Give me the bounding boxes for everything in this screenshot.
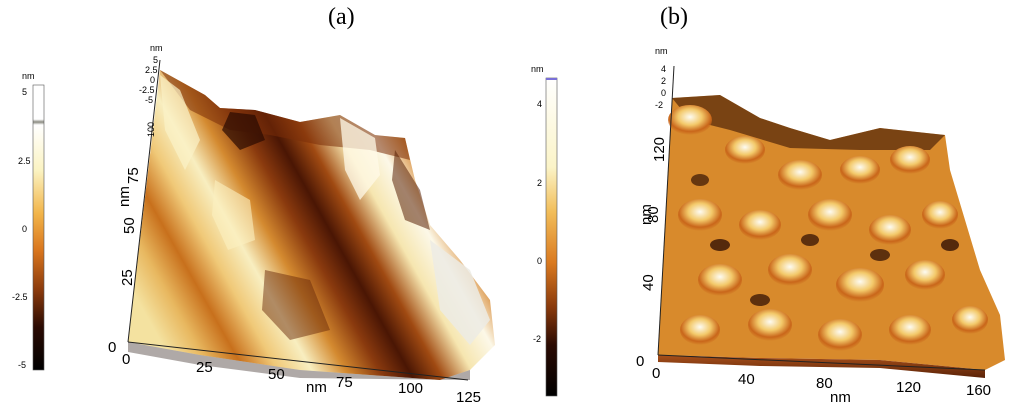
z-axis-a-unit: nm <box>150 43 163 53</box>
colorbar-a-tick-5: 5 <box>22 87 27 97</box>
y-axis-b-tick-80: 80 <box>645 206 662 223</box>
y-axis-a-tick-75: 75 <box>125 167 142 184</box>
colorbar-b <box>545 77 558 397</box>
y-axis-a-tick-100: 100 <box>146 122 156 137</box>
x-axis-b-tick-160: 160 <box>966 382 991 399</box>
x-axis-a-tick-125: 125 <box>456 389 481 406</box>
panel-b-label: (b) <box>660 4 688 30</box>
y-axis-b-unit: nm <box>638 204 655 225</box>
colorbar-b-tick-4: 4 <box>537 99 542 109</box>
x-axis-b-unit: nm <box>830 389 851 406</box>
y-axis-b-tick-0: 0 <box>636 353 644 370</box>
z-axis-a-tick-neg2.5: -2.5 <box>139 85 155 95</box>
colorbar-a-tick-neg5: -5 <box>18 360 26 370</box>
y-axis-b-tick-40: 40 <box>640 274 657 291</box>
z-axis-b-tick-neg2: -2 <box>655 100 663 110</box>
z-axis-b-tick-4: 4 <box>661 64 666 74</box>
x-axis-a-tick-0: 0 <box>122 351 130 368</box>
x-axis-b-tick-80: 80 <box>816 375 833 392</box>
y-axis-a-tick-0: 0 <box>108 339 116 356</box>
axes-b <box>657 65 986 371</box>
x-axis-b-tick-40: 40 <box>738 371 755 388</box>
z-axis-b-tick-2: 2 <box>661 76 666 86</box>
z-axis-a-tick-neg5: -5 <box>145 95 153 105</box>
x-axis-a-tick-50: 50 <box>268 366 285 383</box>
y-axis-b-tick-120: 120 <box>651 137 668 162</box>
colorbar-b-unit: nm <box>531 64 544 74</box>
z-axis-a-tick-5: 5 <box>153 55 158 65</box>
surface-a <box>128 70 495 380</box>
colorbar-a-tick-0: 0 <box>22 224 27 234</box>
y-axis-a-tick-25: 25 <box>119 269 136 286</box>
axes-a <box>127 59 469 381</box>
colorbar-b-tick-neg2: -2 <box>533 334 541 344</box>
y-axis-a-tick-50: 50 <box>121 217 138 234</box>
colorbar-a <box>32 84 45 371</box>
z-axis-b-unit: nm <box>655 46 668 56</box>
panel-a-label: (a) <box>328 4 355 30</box>
z-axis-b-tick-0: 0 <box>661 88 666 98</box>
x-axis-a-tick-75: 75 <box>336 374 353 391</box>
colorbar-b-tick-2: 2 <box>537 178 542 188</box>
x-axis-a-tick-100: 100 <box>398 380 423 397</box>
y-axis-a-unit: nm <box>116 186 133 207</box>
colorbar-b-tick-0: 0 <box>537 256 542 266</box>
z-axis-a-tick-0: 0 <box>150 75 155 85</box>
x-axis-a-unit: nm <box>306 379 327 396</box>
surface-b <box>658 95 1005 378</box>
colorbar-a-tick-2.5: 2.5 <box>18 156 31 166</box>
x-axis-a-tick-25: 25 <box>196 359 213 376</box>
x-axis-b-tick-0: 0 <box>652 365 660 382</box>
x-axis-b-tick-120: 120 <box>896 379 921 396</box>
colorbar-a-unit: nm <box>22 71 35 81</box>
colorbar-a-tick-neg2.5: -2.5 <box>12 292 28 302</box>
z-axis-a-tick-2.5: 2.5 <box>145 65 158 75</box>
